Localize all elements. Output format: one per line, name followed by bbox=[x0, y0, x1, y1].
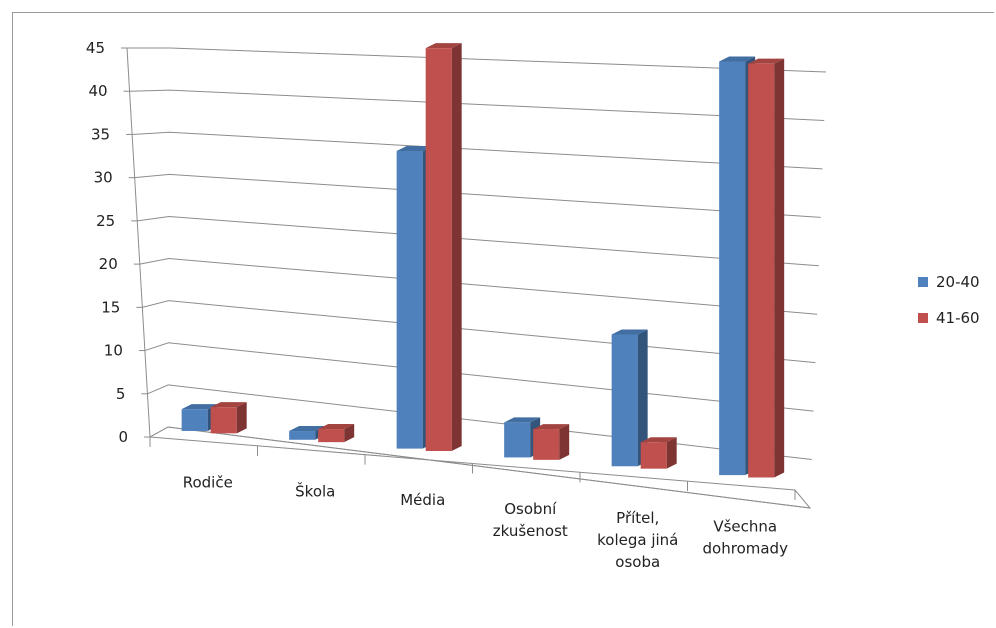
bar-face bbox=[533, 429, 559, 460]
legend-swatch-41-60 bbox=[918, 313, 928, 323]
x-category-line: Škola bbox=[295, 481, 335, 500]
bar-side bbox=[667, 437, 677, 468]
gridline bbox=[137, 216, 819, 265]
bar-41-60-5 bbox=[641, 437, 677, 468]
x-category-line: zkušenost bbox=[493, 522, 568, 540]
x-category-line: Všechna bbox=[713, 518, 777, 536]
legend-label-20-40: 20-40 bbox=[936, 273, 980, 291]
y-tick-label: 15 bbox=[101, 298, 120, 316]
x-category-line: kolega jiná bbox=[597, 531, 678, 549]
bar-face bbox=[289, 431, 315, 440]
y-tick-label: 35 bbox=[91, 125, 110, 143]
y-tick-label: 40 bbox=[88, 82, 107, 100]
y-tick-label: 30 bbox=[94, 169, 113, 187]
x-category-line: Přítel, bbox=[616, 509, 659, 527]
x-category-line: Média bbox=[400, 491, 445, 509]
y-tick-label: 0 bbox=[118, 428, 128, 446]
x-category-label: Přítel, kolega jiná osoba bbox=[597, 509, 678, 571]
legend-label-41-60: 41-60 bbox=[936, 309, 980, 327]
bar-face bbox=[318, 429, 344, 442]
bar-side bbox=[774, 59, 784, 478]
y-tick-label: 45 bbox=[86, 39, 105, 57]
x-category-label: Všechna dohromady bbox=[703, 518, 789, 558]
x-category-line: osoba bbox=[615, 553, 660, 571]
y-tick-label: 20 bbox=[99, 255, 118, 273]
x-category-line: Rodiče bbox=[183, 473, 233, 491]
bar-41-60-2 bbox=[318, 424, 354, 442]
bar-side bbox=[559, 424, 569, 460]
x-category-label: Škola bbox=[295, 481, 335, 500]
y-axis-line bbox=[127, 48, 150, 437]
bar-face bbox=[211, 407, 237, 433]
bar-face bbox=[641, 442, 667, 468]
legend-swatch-20-40 bbox=[918, 277, 928, 287]
y-tick-label: 5 bbox=[116, 385, 126, 403]
x-category-label: Osobní zkušenost bbox=[493, 500, 568, 540]
gridline bbox=[132, 132, 822, 169]
bar-face bbox=[748, 64, 774, 478]
bar-face bbox=[504, 422, 530, 457]
bar-face bbox=[397, 151, 423, 449]
bar-face bbox=[612, 335, 638, 467]
bar-side bbox=[237, 402, 247, 433]
y-tick-label: 25 bbox=[96, 212, 115, 230]
x-category-line: Osobní bbox=[504, 500, 557, 518]
gridline bbox=[135, 174, 821, 217]
legend: 20-40 41-60 bbox=[918, 273, 980, 327]
gridline bbox=[140, 259, 817, 315]
x-category-line: dohromady bbox=[703, 540, 789, 558]
bar-41-60-4 bbox=[533, 424, 569, 460]
bar-face bbox=[182, 409, 208, 431]
bar-face bbox=[719, 62, 745, 476]
bar-41-60-3 bbox=[426, 43, 462, 451]
x-category-label: Rodiče bbox=[183, 473, 233, 491]
bar-side bbox=[452, 43, 462, 451]
x-category-label: Média bbox=[400, 491, 445, 509]
bar-41-60-6 bbox=[748, 59, 784, 478]
y-tick-label: 10 bbox=[104, 342, 123, 360]
gridline bbox=[142, 301, 815, 363]
gridline bbox=[147, 385, 811, 460]
bars bbox=[182, 43, 785, 477]
bar-face bbox=[426, 48, 452, 451]
bar-41-60-1 bbox=[211, 402, 247, 433]
